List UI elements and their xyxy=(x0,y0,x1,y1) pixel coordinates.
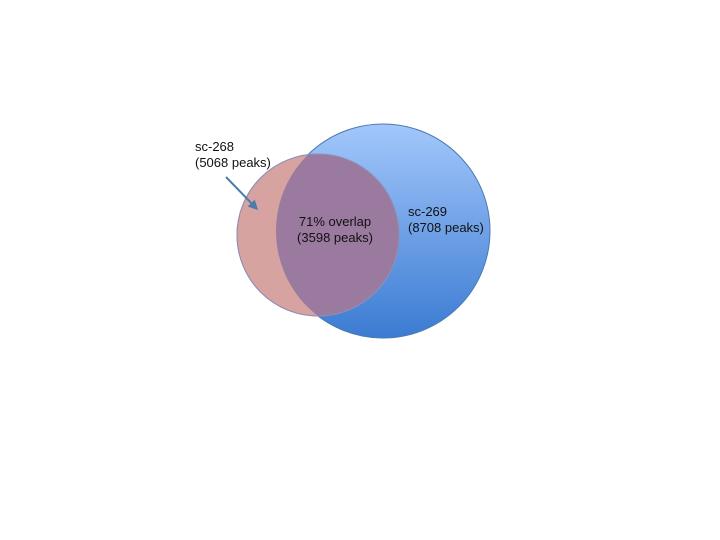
set-b-name: sc-269 xyxy=(408,204,448,219)
overlap-count: (3598 peaks) xyxy=(297,230,373,245)
overlap-region xyxy=(276,154,399,316)
set-b-count: (8708 peaks) xyxy=(408,220,484,235)
overlap-label: 71% overlap (3598 peaks) xyxy=(283,214,387,246)
set-a-outline xyxy=(236,153,400,317)
set-a-name: sc-268 xyxy=(195,139,235,154)
pointer-arrow xyxy=(225,176,259,211)
set-a-label: sc-268 (5068 peaks) xyxy=(195,139,271,171)
set-b-label: sc-269 (8708 peaks) xyxy=(408,204,484,236)
set-a-count: (5068 peaks) xyxy=(195,155,271,170)
overlap-percent: 71% overlap xyxy=(298,214,372,229)
